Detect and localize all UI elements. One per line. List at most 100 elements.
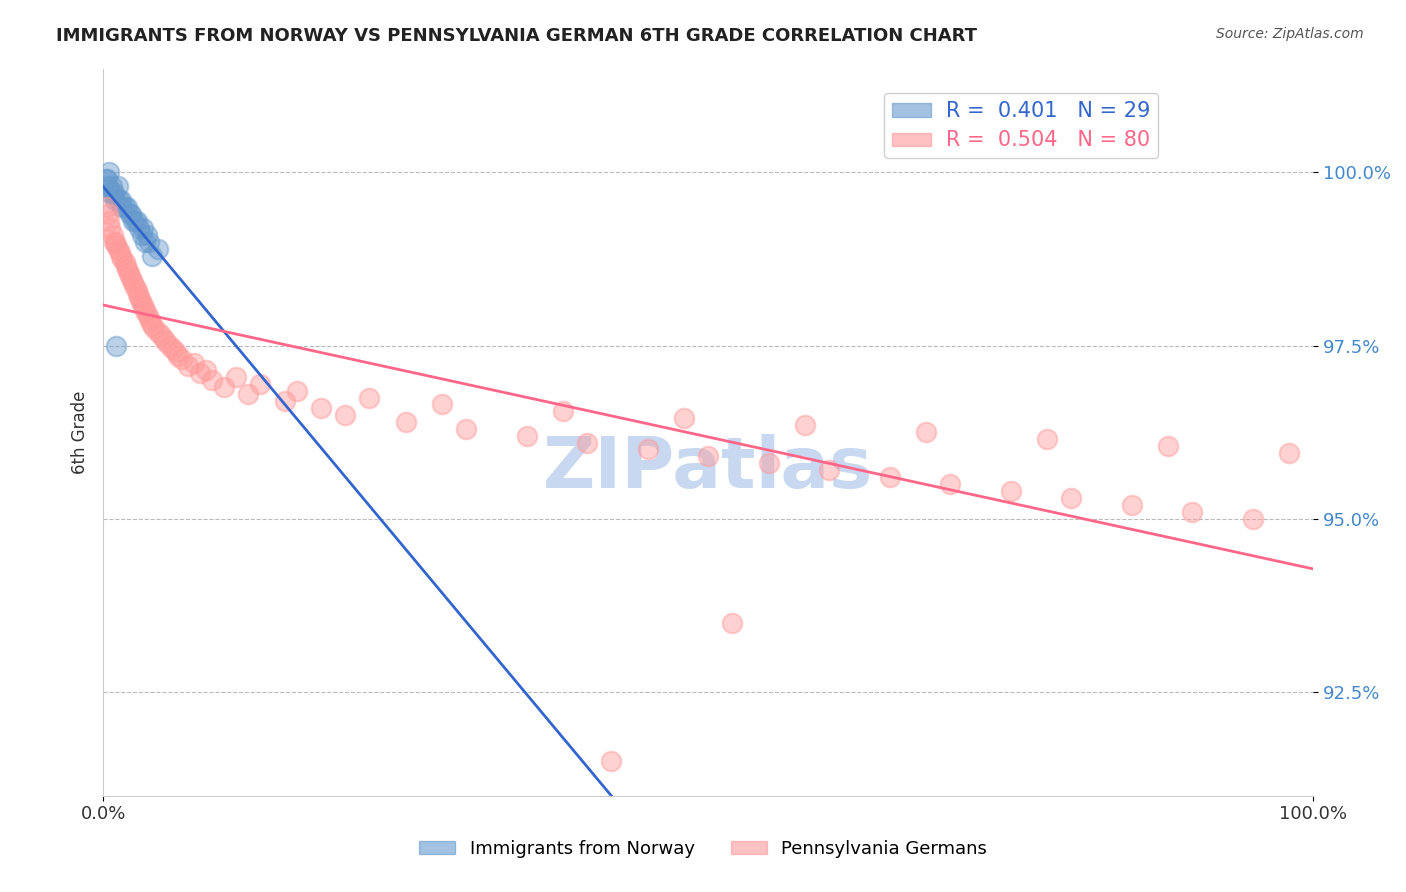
Point	[138, 310, 160, 325]
Point	[94, 172, 117, 186]
Point	[576, 435, 599, 450]
Point	[721, 615, 744, 630]
Point	[1060, 491, 1083, 505]
Point	[167, 349, 190, 363]
Point	[131, 297, 153, 311]
Point	[273, 394, 295, 409]
Point	[118, 269, 141, 284]
Point	[124, 279, 146, 293]
Point	[879, 470, 901, 484]
Point	[758, 456, 780, 470]
Y-axis label: 6th Grade: 6th Grade	[72, 391, 89, 474]
Text: Source: ZipAtlas.com: Source: ZipAtlas.com	[1216, 27, 1364, 41]
Point	[238, 387, 260, 401]
Text: ZIPatlas: ZIPatlas	[543, 434, 873, 503]
Point	[1036, 432, 1059, 446]
Point	[146, 325, 169, 339]
Point	[456, 422, 478, 436]
Point	[100, 186, 122, 201]
Point	[111, 200, 134, 214]
Point	[96, 172, 118, 186]
Point	[97, 207, 120, 221]
Point	[118, 207, 141, 221]
Point	[188, 366, 211, 380]
Legend: Immigrants from Norway, Pennsylvania Germans: Immigrants from Norway, Pennsylvania Ger…	[412, 833, 994, 865]
Point	[249, 376, 271, 391]
Point	[131, 227, 153, 242]
Point	[1157, 439, 1180, 453]
Point	[177, 359, 200, 374]
Point	[212, 380, 235, 394]
Point	[142, 321, 165, 335]
Point	[672, 411, 695, 425]
Point	[150, 328, 173, 343]
Point	[165, 345, 187, 359]
Point	[101, 227, 124, 242]
Point	[516, 428, 538, 442]
Point	[132, 220, 155, 235]
Point	[122, 277, 145, 291]
Point	[107, 179, 129, 194]
Point	[195, 363, 218, 377]
Point	[155, 335, 177, 350]
Point	[146, 242, 169, 256]
Point	[183, 356, 205, 370]
Point	[114, 255, 136, 269]
Point	[110, 193, 132, 207]
Point	[100, 220, 122, 235]
Point	[430, 397, 453, 411]
Point	[818, 463, 841, 477]
Point	[139, 314, 162, 328]
Point	[110, 248, 132, 262]
Point	[98, 165, 121, 179]
Point	[124, 214, 146, 228]
Point	[915, 425, 938, 439]
Point	[103, 186, 125, 201]
Point	[127, 286, 149, 301]
Point	[98, 214, 121, 228]
Point	[134, 304, 156, 318]
Point	[141, 318, 163, 332]
Point	[551, 404, 574, 418]
Point	[138, 235, 160, 249]
Point	[141, 248, 163, 262]
Point	[105, 338, 128, 352]
Point	[333, 408, 356, 422]
Point	[104, 235, 127, 249]
Point	[100, 179, 122, 194]
Point	[128, 220, 150, 235]
Point	[114, 200, 136, 214]
Point	[309, 401, 332, 415]
Point	[395, 415, 418, 429]
Point	[120, 207, 142, 221]
Point	[125, 283, 148, 297]
Point	[697, 450, 720, 464]
Point	[134, 235, 156, 249]
Point	[225, 369, 247, 384]
Point	[1000, 483, 1022, 498]
Point	[115, 259, 138, 273]
Point	[1181, 505, 1204, 519]
Point	[107, 242, 129, 256]
Point	[121, 273, 143, 287]
Point	[129, 293, 152, 308]
Point	[97, 179, 120, 194]
Point	[159, 338, 181, 352]
Point	[122, 214, 145, 228]
Point	[939, 477, 962, 491]
Point	[104, 193, 127, 207]
Point	[108, 193, 131, 207]
Point	[105, 238, 128, 252]
Point	[285, 384, 308, 398]
Point	[117, 200, 139, 214]
Legend: R =  0.401   N = 29, R =  0.504   N = 80: R = 0.401 N = 29, R = 0.504 N = 80	[884, 93, 1159, 158]
Point	[135, 307, 157, 321]
Point	[637, 442, 659, 457]
Point	[359, 391, 381, 405]
Point	[1241, 512, 1264, 526]
Point	[96, 200, 118, 214]
Point	[101, 186, 124, 201]
Point	[201, 373, 224, 387]
Point	[125, 214, 148, 228]
Point	[600, 754, 623, 768]
